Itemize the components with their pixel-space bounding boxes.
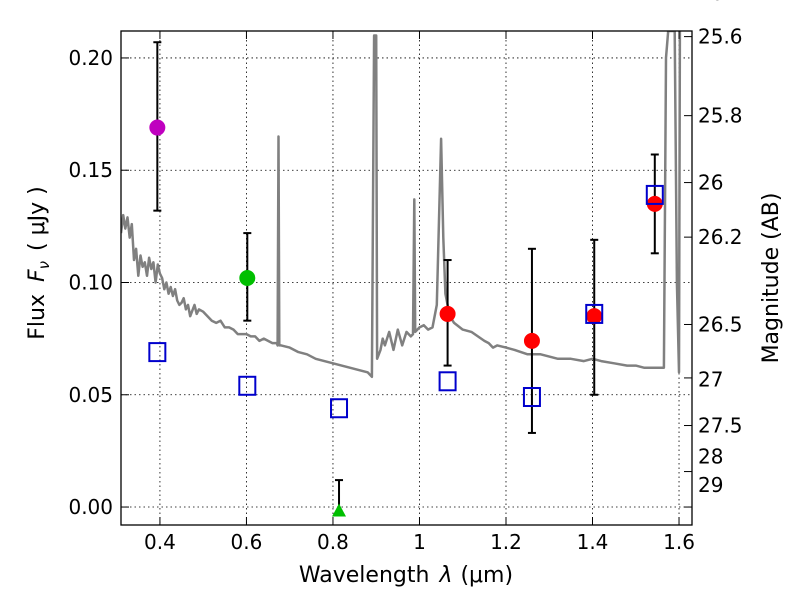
y2-tick-label: 27.5 [698, 414, 743, 438]
model-photometry-point [330, 398, 349, 419]
x-tick-label: 1.2 [490, 530, 522, 554]
upper-limit-marker [332, 503, 347, 517]
model-photometry-point [148, 342, 167, 363]
data-point [149, 119, 166, 136]
y2-tick-label: 27 [698, 367, 723, 391]
data-point [239, 270, 256, 286]
y-tick-label: 0.15 [68, 158, 113, 182]
y2-tick-label: 26 [698, 171, 723, 195]
model-photometry-point [438, 371, 457, 392]
y-tick-label: 0.10 [68, 270, 113, 294]
axis-ticks: 0.4 0.6 0.8 1 1.2 1.4 1.6 0.00 0.05 0.10 0.15 0.20 2… [68, 0, 742, 554]
x-axis-label: Wavelength λ (μm) [299, 563, 513, 588]
data-point [586, 308, 603, 325]
y2-tick-label: 26.2 [698, 225, 743, 249]
y2-tick-label: 26.7 [698, 0, 743, 5]
y2-tick-label: 26.5 [698, 312, 743, 336]
x-tick-label: 0.4 [144, 530, 176, 554]
y2-tick-label: 25.8 [698, 104, 743, 128]
data-point [439, 305, 456, 322]
y2-tick-label: 25.6 [698, 25, 743, 49]
data-point [523, 332, 540, 349]
model-photometry-point [522, 387, 541, 408]
y-tick-label: 0.20 [68, 46, 113, 70]
x-tick-label: 1 [413, 530, 426, 554]
model-sed-line [121, 31, 682, 379]
data-marks-layer [148, 41, 664, 517]
grid-lines [121, 31, 692, 525]
x-tick-label: 0.6 [231, 530, 263, 554]
y-tick-label: 0.00 [68, 495, 113, 519]
y-tick-label: 0.05 [68, 383, 113, 407]
y2-tick-label: 29 [698, 473, 723, 497]
y2-axis-label: Magnitude (AB) [759, 193, 784, 364]
x-tick-label: 0.8 [317, 530, 349, 554]
model-photometry-point [585, 303, 604, 324]
model-photometry-point [645, 184, 664, 205]
model-photometry-point [238, 375, 257, 396]
y-axis-label: FluxFν( μJy ) [25, 186, 53, 339]
y2-tick-label: 28 [698, 444, 723, 468]
x-tick-label: 1.6 [663, 530, 695, 554]
model-sed-layer [121, 31, 682, 379]
plot-frame [120, 30, 693, 526]
x-tick-label: 1.4 [577, 530, 609, 554]
